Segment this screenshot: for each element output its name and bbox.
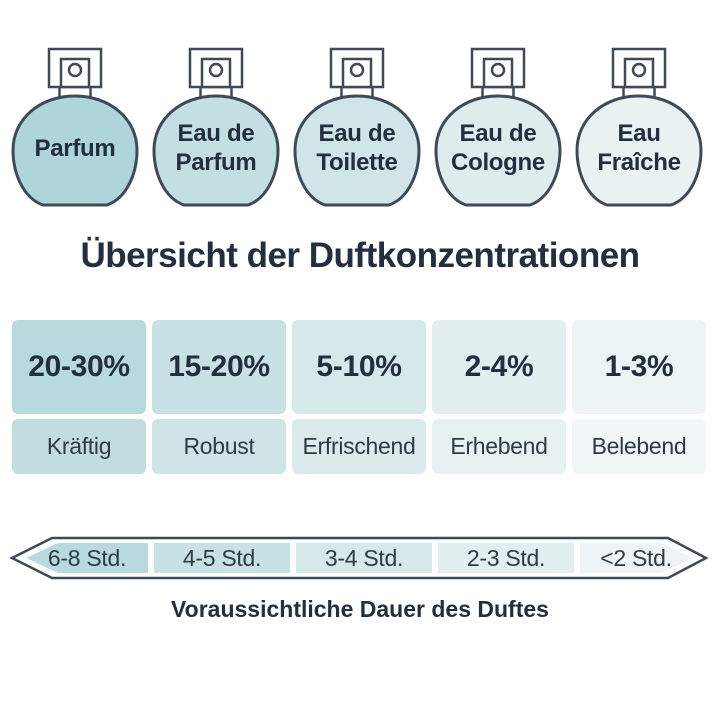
percent-cell: 2-4% (432, 320, 566, 414)
bottle-label: Eau de Cologne (438, 117, 558, 179)
bottle-body (293, 94, 421, 207)
nozzle-hole (490, 62, 506, 78)
bottle-eau-de-cologne: Eau de Cologne (431, 47, 565, 211)
perfume-bottle-icon (293, 47, 421, 207)
bottle-body (11, 94, 139, 207)
duration-label: 3-4 Std. (324, 545, 404, 571)
bottle-label-line: Fraîche (597, 149, 681, 176)
bottle-eau-de-parfum: Eau de Parfum (149, 47, 283, 211)
duration-caption: Voraussichtliche Dauer des Duftes (171, 596, 549, 622)
percent-cell: 15-20% (152, 320, 286, 414)
bottle-label-line: Parfum (34, 134, 116, 162)
duration-segment (296, 543, 432, 573)
bottle-body (575, 94, 703, 207)
bottle-label-line: Eau (617, 120, 661, 147)
percent-cell: 20-30% (12, 320, 146, 414)
percent-cell: 1-3% (572, 320, 706, 414)
bottle-label-line: Eau de (177, 120, 255, 147)
bottle-parfum: Parfum (8, 47, 142, 211)
duration-label: 4-5 Std. (182, 545, 262, 571)
bottle-label-line: Toilette (316, 149, 398, 176)
descriptor-cell: Kräftig (12, 419, 146, 474)
nozzle-hole (349, 62, 365, 78)
descriptor-cell: Robust (152, 419, 286, 474)
perfume-bottle-icon (152, 47, 280, 207)
descriptor-value: Erhebend (450, 433, 548, 459)
percent-value: 15-20% (168, 350, 270, 383)
descriptor-cell: Erfrischend (292, 419, 426, 474)
perfume-bottle-icon (11, 47, 139, 207)
percent-value: 2-4% (464, 350, 534, 383)
descriptor-cell: Belebend (572, 419, 706, 474)
bottle-eau-fraiche: Eau Fraîche (572, 47, 706, 211)
descriptor-cell: Erhebend (432, 419, 566, 474)
bottle-label: Eau Fraîche (579, 117, 699, 179)
perfume-bottle-icon (575, 47, 703, 207)
bottle-label-line: Parfum (175, 149, 257, 176)
infographic-title: Übersicht der Duftkonzentrationen (80, 236, 640, 275)
duration-segment (438, 543, 574, 573)
bottle-body (152, 94, 280, 207)
nozzle-hole (208, 62, 224, 78)
nozzle-hole (631, 62, 647, 78)
duration-label: <2 Std. (600, 545, 672, 571)
descriptor-value: Kräftig (46, 433, 112, 459)
bottle-body (434, 94, 562, 207)
duration-segment (154, 543, 290, 573)
bottle-label-line: Cologne (451, 149, 545, 176)
bottle-label: Parfum (15, 117, 135, 179)
nozzle-hole (67, 62, 83, 78)
bottle-eau-de-toilette: Eau de Toilette (290, 47, 424, 211)
bottle-label: Eau de Parfum (156, 117, 276, 179)
duration-label: 2-3 Std. (466, 545, 546, 571)
percent-value: 1-3% (604, 350, 674, 383)
descriptor-value: Erfrischend (302, 433, 416, 459)
percent-cell: 5-10% (292, 320, 426, 414)
bottle-label-line: Eau de (318, 120, 396, 147)
bottle-label: Eau de Toilette (297, 117, 417, 179)
duration-arrow (9, 536, 709, 580)
perfume-bottle-icon (434, 47, 562, 207)
duration-label: 6-8 Std. (47, 545, 127, 571)
bottle-label-line: Eau de (459, 120, 537, 147)
descriptor-value: Robust (183, 433, 255, 459)
percent-value: 5-10% (316, 350, 402, 383)
descriptor-value: Belebend (591, 433, 687, 459)
percent-value: 20-30% (28, 350, 130, 383)
